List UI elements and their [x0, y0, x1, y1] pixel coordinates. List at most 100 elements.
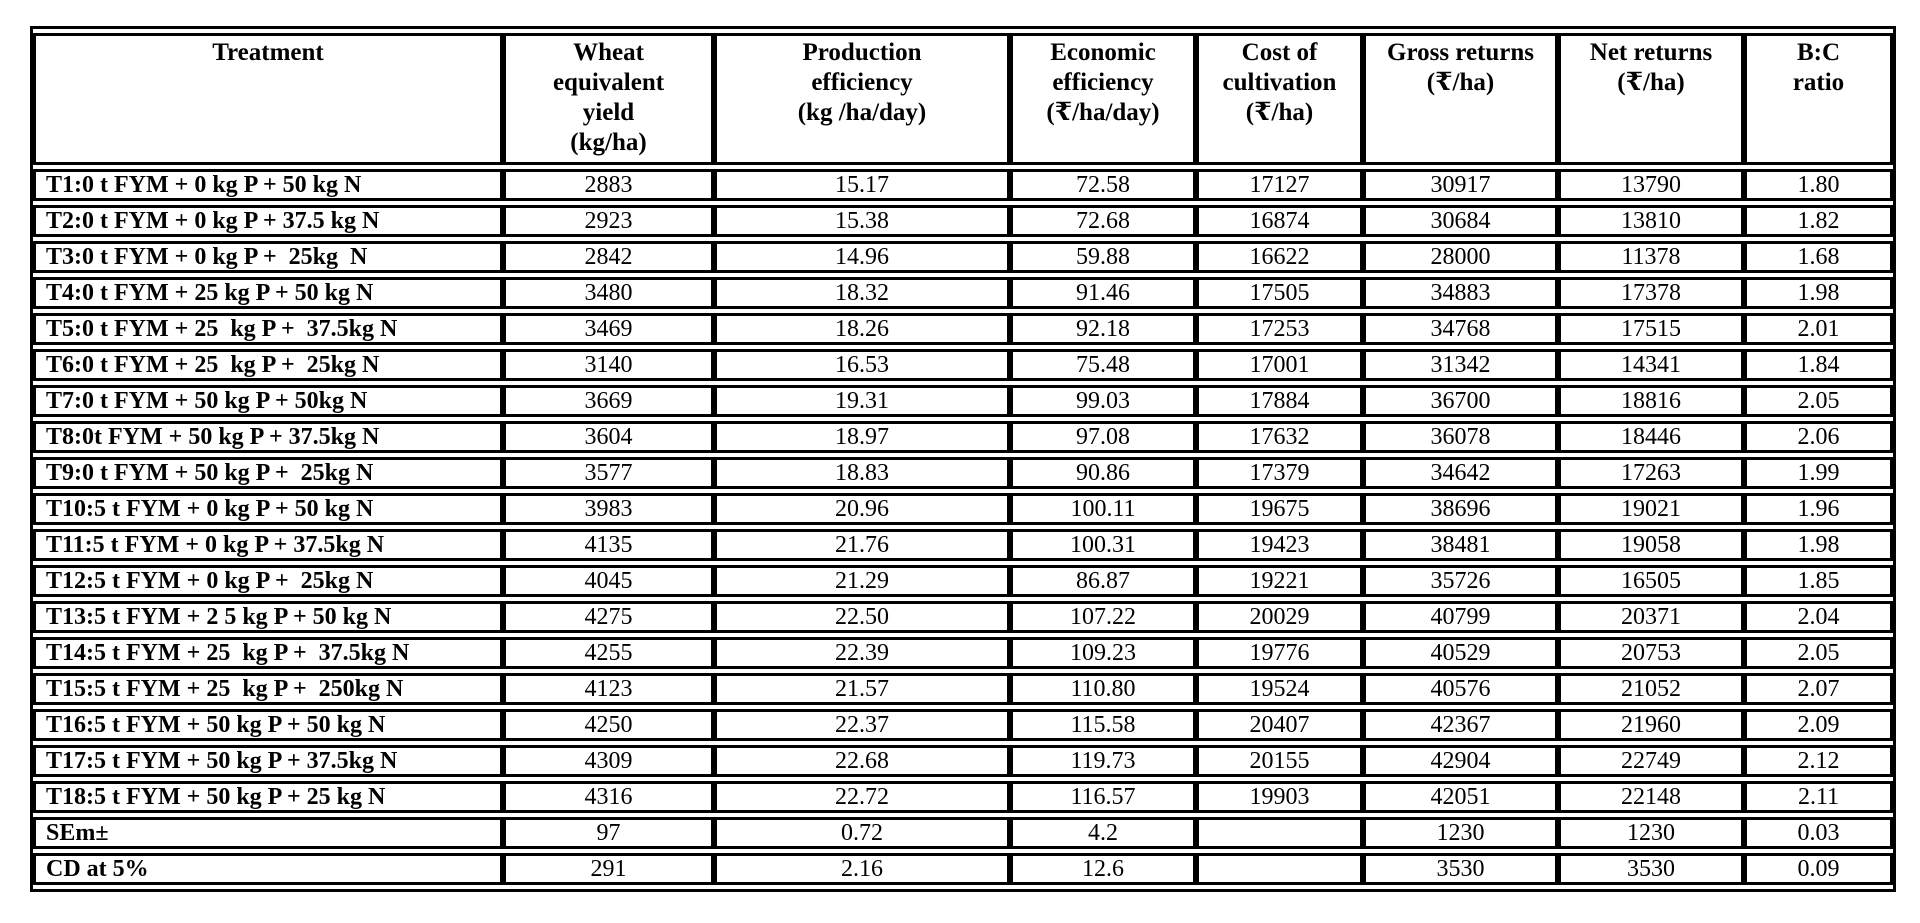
- value-cell: 11378: [1558, 241, 1744, 273]
- table-row: T12:5 t FYM + 0 kg P + 25kg N 4045 21.29 86…: [33, 565, 1893, 597]
- value-cell: 1.98: [1744, 529, 1893, 561]
- value-cell: 72.58: [1010, 169, 1196, 201]
- value-cell: 119.73: [1010, 745, 1196, 777]
- value-cell: 2923: [503, 205, 714, 237]
- value-cell: 34642: [1363, 457, 1558, 489]
- value-cell: 19524: [1196, 673, 1363, 705]
- value-cell: 90.86: [1010, 457, 1196, 489]
- value-cell: 35726: [1363, 565, 1558, 597]
- economics-results-table: Treatment Wheat equivalent yield (kg/ha)…: [30, 26, 1896, 892]
- value-cell: 4309: [503, 745, 714, 777]
- value-cell: 16874: [1196, 205, 1363, 237]
- treatment-cell: T9:0 t FYM + 50 kg P + 25kg N: [33, 457, 503, 489]
- treatment-cell: T11:5 t FYM + 0 kg P + 37.5kg N: [33, 529, 503, 561]
- value-cell: 3469: [503, 313, 714, 345]
- value-cell: 18.32: [714, 277, 1010, 309]
- value-cell: 19903: [1196, 781, 1363, 813]
- value-cell: 2.05: [1744, 385, 1893, 417]
- value-cell: 30917: [1363, 169, 1558, 201]
- treatment-cell: T5:0 t FYM + 25 kg P + 37.5kg N: [33, 313, 503, 345]
- value-cell: 100.31: [1010, 529, 1196, 561]
- value-cell: 4123: [503, 673, 714, 705]
- value-cell: 4255: [503, 637, 714, 669]
- value-cell: 1.82: [1744, 205, 1893, 237]
- treatment-cell: T14:5 t FYM + 25 kg P + 37.5kg N: [33, 637, 503, 669]
- treatment-cell: T12:5 t FYM + 0 kg P + 25kg N: [33, 565, 503, 597]
- value-cell: 59.88: [1010, 241, 1196, 273]
- treatment-cell: SEm±: [33, 817, 503, 849]
- treatment-cell: T8:0t FYM + 50 kg P + 37.5kg N: [33, 421, 503, 453]
- value-cell: 14341: [1558, 349, 1744, 381]
- value-cell: 97.08: [1010, 421, 1196, 453]
- value-cell: 4045: [503, 565, 714, 597]
- value-cell: 19675: [1196, 493, 1363, 525]
- value-cell: 2.01: [1744, 313, 1893, 345]
- table-row: T8:0t FYM + 50 kg P + 37.5kg N 3604 18.97 9…: [33, 421, 1893, 453]
- table-row: T1:0 t FYM + 0 kg P + 50 kg N 2883 15.17 72…: [33, 169, 1893, 201]
- value-cell: 19776: [1196, 637, 1363, 669]
- value-cell: 17263: [1558, 457, 1744, 489]
- value-cell: 2.16: [714, 853, 1010, 885]
- column-header-economic-efficiency: Economic efficiency (₹/ha/day): [1010, 33, 1196, 165]
- table-row: T7:0 t FYM + 50 kg P + 50kg N 3669 19.31 99…: [33, 385, 1893, 417]
- value-cell: 97: [503, 817, 714, 849]
- treatment-cell: T16:5 t FYM + 50 kg P + 50 kg N: [33, 709, 503, 741]
- treatment-cell: T18:5 t FYM + 50 kg P + 25 kg N: [33, 781, 503, 813]
- value-cell: 36700: [1363, 385, 1558, 417]
- value-cell: 17505: [1196, 277, 1363, 309]
- value-cell: 13790: [1558, 169, 1744, 201]
- value-cell: 42904: [1363, 745, 1558, 777]
- value-cell: 3604: [503, 421, 714, 453]
- value-cell: 1.84: [1744, 349, 1893, 381]
- value-cell: 0.09: [1744, 853, 1893, 885]
- value-cell: [1196, 853, 1363, 885]
- treatment-cell: T10:5 t FYM + 0 kg P + 50 kg N: [33, 493, 503, 525]
- table-row: T14:5 t FYM + 25 kg P + 37.5kg N 4255 22.3…: [33, 637, 1893, 669]
- treatment-cell: T4:0 t FYM + 25 kg P + 50 kg N: [33, 277, 503, 309]
- value-cell: 38481: [1363, 529, 1558, 561]
- value-cell: 16.53: [714, 349, 1010, 381]
- value-cell: 110.80: [1010, 673, 1196, 705]
- value-cell: 15.38: [714, 205, 1010, 237]
- treatment-cell: T17:5 t FYM + 50 kg P + 37.5kg N: [33, 745, 503, 777]
- value-cell: 17515: [1558, 313, 1744, 345]
- value-cell: 1.96: [1744, 493, 1893, 525]
- column-header-net-returns: Net returns (₹/ha): [1558, 33, 1744, 165]
- value-cell: 18.97: [714, 421, 1010, 453]
- value-cell: 21.57: [714, 673, 1010, 705]
- value-cell: 15.17: [714, 169, 1010, 201]
- value-cell: 3480: [503, 277, 714, 309]
- value-cell: 18446: [1558, 421, 1744, 453]
- value-cell: 12.6: [1010, 853, 1196, 885]
- value-cell: 4.2: [1010, 817, 1196, 849]
- column-header-production-efficiency: Production efficiency (kg /ha/day): [714, 33, 1010, 165]
- value-cell: 18.83: [714, 457, 1010, 489]
- column-header-bc-ratio: B:C ratio: [1744, 33, 1893, 165]
- value-cell: 17884: [1196, 385, 1363, 417]
- value-cell: 2.04: [1744, 601, 1893, 633]
- value-cell: 22.50: [714, 601, 1010, 633]
- value-cell: 20029: [1196, 601, 1363, 633]
- value-cell: 109.23: [1010, 637, 1196, 669]
- value-cell: 21.29: [714, 565, 1010, 597]
- value-cell: 1.68: [1744, 241, 1893, 273]
- value-cell: 116.57: [1010, 781, 1196, 813]
- value-cell: 17632: [1196, 421, 1363, 453]
- column-header-treatment: Treatment: [33, 33, 503, 165]
- value-cell: 17378: [1558, 277, 1744, 309]
- value-cell: 22.72: [714, 781, 1010, 813]
- table-row: T13:5 t FYM + 2 5 kg P + 50 kg N 4275 22.5…: [33, 601, 1893, 633]
- value-cell: 4275: [503, 601, 714, 633]
- value-cell: 31342: [1363, 349, 1558, 381]
- value-cell: 2.12: [1744, 745, 1893, 777]
- value-cell: 1.99: [1744, 457, 1893, 489]
- value-cell: 4135: [503, 529, 714, 561]
- table-row: T10:5 t FYM + 0 kg P + 50 kg N 3983 20.96 1…: [33, 493, 1893, 525]
- value-cell: 4316: [503, 781, 714, 813]
- table-row: T5:0 t FYM + 25 kg P + 37.5kg N 3469 18.26…: [33, 313, 1893, 345]
- value-cell: 100.11: [1010, 493, 1196, 525]
- table-row: T11:5 t FYM + 0 kg P + 37.5kg N 4135 21.76…: [33, 529, 1893, 561]
- value-cell: 20371: [1558, 601, 1744, 633]
- value-cell: 1.85: [1744, 565, 1893, 597]
